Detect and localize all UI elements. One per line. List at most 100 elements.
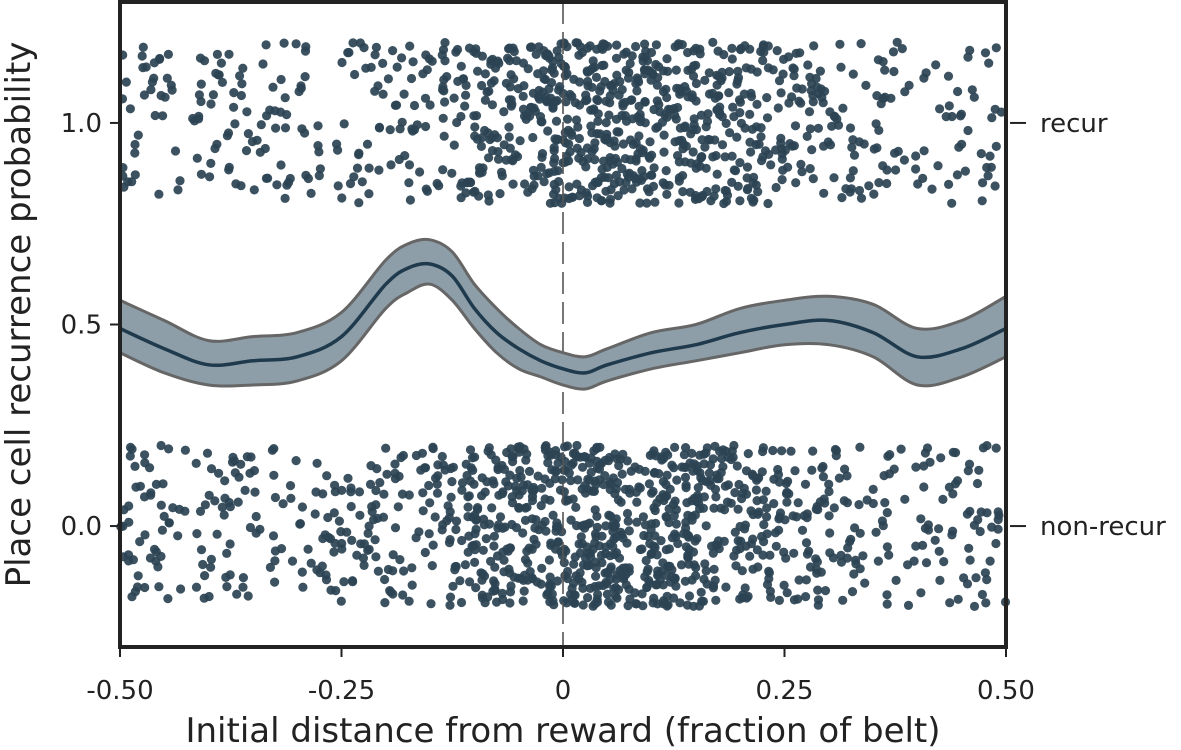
data-point — [759, 520, 769, 530]
data-point — [543, 451, 553, 461]
data-point — [258, 59, 268, 69]
data-point — [647, 488, 657, 498]
data-point — [149, 544, 160, 555]
data-point — [546, 78, 557, 88]
data-point — [282, 110, 292, 120]
data-point — [469, 47, 479, 57]
data-point — [646, 75, 656, 85]
data-point — [620, 484, 631, 494]
data-point — [425, 100, 435, 110]
data-point — [331, 586, 341, 596]
data-point — [733, 504, 743, 514]
data-point — [882, 178, 892, 189]
data-point — [965, 555, 975, 565]
data-point — [752, 475, 762, 485]
data-point — [991, 43, 1001, 53]
data-point — [701, 122, 711, 132]
data-point — [590, 599, 600, 609]
data-point — [431, 473, 441, 483]
data-point — [329, 547, 339, 557]
data-point — [847, 142, 857, 152]
data-point — [440, 465, 450, 475]
data-point — [729, 165, 739, 175]
data-point — [343, 473, 353, 483]
data-point — [346, 501, 356, 512]
data-point — [542, 590, 552, 600]
data-point — [641, 555, 651, 566]
data-point — [559, 38, 569, 48]
data-point — [518, 528, 528, 538]
data-point — [505, 568, 515, 578]
data-point — [784, 98, 794, 108]
data-point — [502, 544, 512, 554]
data-point — [717, 112, 727, 122]
data-point — [238, 63, 248, 73]
data-point — [388, 46, 398, 56]
data-point — [232, 589, 242, 599]
data-point — [383, 74, 393, 84]
data-point — [681, 462, 691, 472]
data-point — [361, 63, 371, 73]
data-point — [790, 121, 801, 131]
data-point — [504, 132, 514, 142]
data-point — [337, 193, 347, 203]
data-point — [695, 504, 705, 514]
data-point — [659, 147, 669, 157]
data-point — [664, 544, 675, 554]
data-point — [614, 553, 625, 563]
data-point — [671, 114, 681, 124]
data-point — [627, 184, 637, 194]
data-point — [575, 100, 585, 110]
data-point — [816, 567, 826, 577]
data-point — [880, 65, 890, 75]
data-point — [824, 479, 834, 489]
data-point — [390, 100, 400, 110]
data-point — [640, 39, 650, 49]
data-point — [554, 85, 564, 95]
data-point — [388, 566, 398, 576]
data-point — [366, 461, 376, 471]
data-point — [631, 487, 641, 497]
data-point — [489, 541, 499, 551]
data-point — [691, 571, 701, 581]
data-point — [404, 596, 414, 606]
data-point — [977, 589, 988, 600]
data-point — [373, 566, 383, 576]
data-point — [933, 161, 943, 171]
data-point — [670, 442, 680, 452]
data-point — [133, 571, 143, 581]
data-point — [488, 54, 498, 64]
data-point — [793, 498, 803, 508]
data-point — [446, 492, 456, 502]
data-point — [530, 523, 540, 533]
x-axis-ticks: -0.50 -0.25 0 0.25 0.50 — [86, 647, 1035, 706]
data-point — [211, 68, 221, 78]
data-point — [574, 133, 585, 144]
data-point — [649, 541, 659, 551]
data-point — [222, 582, 232, 592]
data-point — [468, 512, 478, 522]
data-point — [632, 497, 642, 507]
data-point — [773, 103, 783, 113]
data-point — [605, 156, 615, 166]
data-point — [737, 566, 747, 576]
data-point — [882, 507, 892, 518]
data-point — [869, 144, 879, 154]
data-point — [919, 146, 929, 156]
data-point — [619, 185, 629, 195]
data-point — [208, 90, 218, 100]
data-point — [911, 462, 921, 472]
data-point — [861, 80, 871, 90]
data-point — [762, 503, 772, 513]
data-point — [473, 66, 483, 76]
data-point — [371, 552, 381, 562]
data-point — [802, 131, 812, 141]
data-point — [953, 86, 963, 97]
data-point — [505, 470, 515, 480]
data-point — [173, 531, 183, 541]
data-point — [247, 137, 257, 147]
data-point — [837, 193, 847, 203]
data-point — [588, 105, 598, 115]
data-point — [578, 462, 588, 472]
data-point — [583, 474, 593, 484]
